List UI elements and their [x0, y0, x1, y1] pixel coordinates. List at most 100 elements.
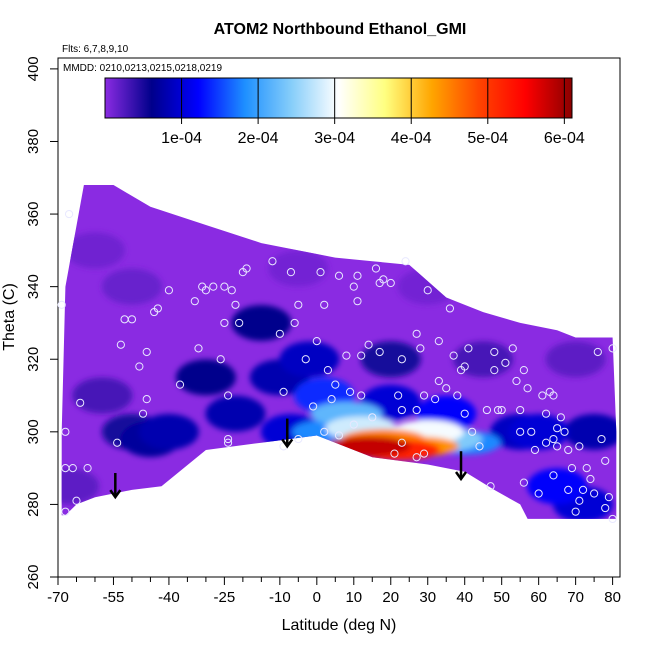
data-point: [412, 405, 421, 415]
data-point: [334, 431, 344, 440]
data-point: [113, 438, 122, 447]
colorbar: 1e-04 2e-04 3e-04 4e-04 5e-04 6e-04: [104, 77, 585, 147]
data-point: [349, 282, 358, 291]
data-point: [345, 387, 355, 397]
data-point: [216, 355, 225, 364]
data-point: [301, 355, 310, 364]
x-tick-label: 70: [567, 589, 584, 606]
data-point: [61, 507, 70, 516]
colorbar-tick-label: 1e-04: [161, 130, 202, 147]
data-point: [194, 344, 203, 353]
colorbar-tick-label: 5e-04: [467, 130, 508, 147]
data-point: [549, 391, 558, 400]
data-point: [390, 449, 399, 458]
data-point: [560, 427, 569, 436]
data-point: [575, 442, 584, 451]
x-tick-label: 40: [456, 589, 473, 606]
marker-arrows: [109, 418, 468, 500]
data-point: [416, 344, 425, 353]
y-tick-label: 380: [25, 129, 42, 154]
data-point: [516, 405, 525, 415]
data-point: [379, 275, 388, 284]
down-arrow-icon: [109, 473, 122, 500]
flights-label: Flts: 6,7,8,9,10: [62, 44, 129, 55]
data-point: [419, 391, 429, 400]
data-point: [601, 503, 610, 513]
data-point: [83, 464, 92, 473]
data-point: [486, 482, 495, 491]
data-point: [316, 268, 325, 277]
data-point: [571, 507, 580, 516]
data-point: [242, 264, 251, 273]
data-point: [419, 449, 429, 458]
data-point: [412, 453, 421, 462]
data-point: [331, 380, 340, 389]
heatmap-cell: [101, 268, 162, 305]
data-point: [320, 300, 329, 309]
data-point: [564, 485, 573, 494]
data-point: [353, 297, 362, 306]
colorbar-bar: [104, 77, 573, 119]
data-point: [431, 395, 440, 404]
heatmap-cell: [61, 468, 100, 505]
data-point: [220, 282, 229, 291]
data-point: [286, 268, 296, 277]
data-point: [275, 329, 284, 338]
data-point: [464, 344, 473, 353]
data-point: [394, 391, 403, 400]
data-point: [493, 405, 503, 415]
data-point: [434, 336, 443, 346]
data-point: [460, 362, 469, 371]
x-tick-label: -25: [214, 589, 236, 606]
x-tick-label: 30: [419, 589, 436, 606]
y-tick-label: 360: [25, 202, 42, 227]
data-point: [549, 434, 558, 444]
data-point: [453, 391, 462, 400]
dates-label: MMDD: 0210,0213,0215,0218,0219: [63, 63, 222, 74]
data-point: [135, 362, 144, 371]
data-point: [397, 438, 406, 447]
data-point: [290, 318, 299, 328]
x-tick-label: -40: [158, 589, 180, 606]
data-point: [590, 489, 599, 498]
x-tick-label: 20: [382, 589, 399, 606]
data-point: [334, 271, 344, 280]
x-tick-label: 80: [604, 589, 621, 606]
data-point: [553, 424, 562, 433]
data-point: [279, 387, 288, 397]
y-tick-label: 320: [25, 347, 42, 372]
x-tick-label: 50: [493, 589, 510, 606]
x-axis: -70 -55 -40 -25 -10 0 10 20 30 40 50 60 70 80: [47, 577, 621, 606]
colorbar-tick-label: 4e-04: [391, 130, 432, 147]
data-point: [294, 300, 303, 309]
data-point: [357, 351, 366, 360]
data-point: [556, 413, 565, 422]
heatmap-cell: [545, 341, 606, 378]
y-tick-label: 340: [25, 274, 42, 299]
data-point: [597, 434, 606, 444]
heatmap-cell: [72, 377, 133, 414]
data-point: [190, 297, 199, 306]
data-point: [490, 347, 499, 357]
data-point: [482, 405, 491, 415]
data-point: [449, 351, 458, 360]
heatmap-cell: [508, 413, 569, 450]
heatmap-cell: [64, 232, 125, 269]
heatmap-cell: [175, 359, 236, 396]
data-point: [401, 257, 410, 266]
down-arrow-icon: [281, 418, 294, 449]
data-point: [142, 347, 151, 357]
data-point: [320, 427, 329, 436]
heatmap-cell: [564, 413, 617, 450]
data-point: [512, 376, 521, 386]
data-point: [534, 489, 543, 498]
y-axis: 260 280 300 320 340 360 380 400: [25, 56, 58, 590]
data-point: [519, 478, 528, 487]
observation-points: [57, 209, 617, 524]
y-tick-label: 260: [25, 564, 42, 589]
y-axis-label: Theta (C): [1, 283, 18, 351]
data-point: [501, 358, 510, 367]
y-tick-label: 400: [25, 56, 42, 81]
data-point: [175, 380, 185, 389]
data-point: [575, 496, 584, 505]
